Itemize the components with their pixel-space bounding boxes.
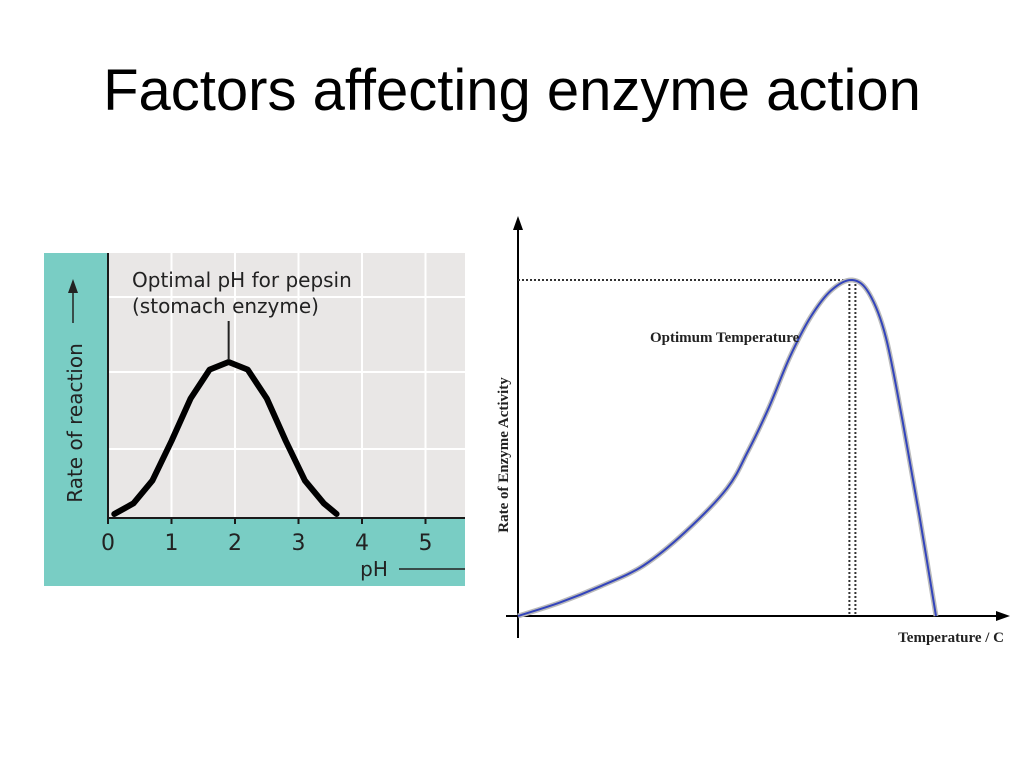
y-axis-label: Rate of reaction — [63, 343, 87, 503]
x-tick-label: 1 — [165, 531, 179, 556]
y-axis-arrow-head — [68, 279, 78, 293]
temperature-rate-curve — [517, 278, 937, 617]
x-tick-label: 5 — [419, 531, 433, 556]
ph-chart-svg: 0 1 2 3 4 5 pH Rate of reaction Optimal pH for p… — [44, 253, 465, 586]
ph-chart: 0 1 2 3 4 5 pH Rate of reaction Optimal pH for p… — [44, 253, 465, 586]
plot-area — [108, 253, 465, 518]
x-tick-label: 2 — [228, 531, 242, 556]
slide-title: Factors affecting enzyme action — [103, 58, 921, 123]
ph-rate-curve — [111, 359, 340, 517]
x-tick-label: 0 — [101, 531, 115, 556]
annotation-line-2: (stomach enzyme) — [132, 294, 319, 318]
x-axis-label: pH — [360, 557, 388, 581]
temperature-chart: Optimum Temperature Temperature / C Rate o… — [488, 210, 1018, 660]
y-axis-arrow-head — [513, 216, 523, 230]
annotation-line-1: Optimal pH for pepsin — [132, 268, 352, 292]
optimum-temperature-label: Optimum Temperature — [650, 330, 800, 346]
x-axis-arrow-head — [996, 611, 1010, 621]
x-tick-label: 4 — [355, 531, 369, 556]
y-axis-label: Rate of Enzyme Activity — [496, 377, 512, 533]
x-axis-label: Temperature / C — [898, 630, 1004, 646]
x-tick-label: 3 — [292, 531, 306, 556]
temperature-chart-svg: Optimum Temperature Temperature / C Rate o… — [496, 216, 1010, 646]
